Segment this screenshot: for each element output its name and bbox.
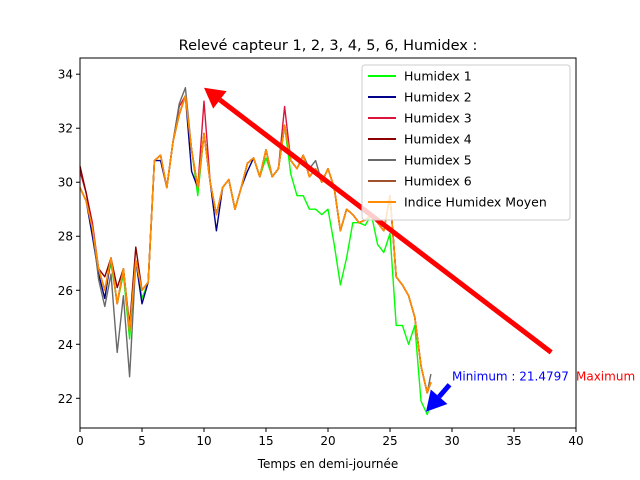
arrows	[204, 87, 553, 412]
arrow-shaft-1	[218, 97, 553, 355]
annotation-label-2: Maximum	[576, 370, 635, 384]
legend-box	[361, 64, 571, 221]
annotation-label-1: Minimum : 21.4797	[452, 370, 569, 384]
legend-label: Humidex 3	[404, 111, 472, 126]
legend-label: Indice Humidex Moyen	[404, 195, 547, 210]
y-tick-label: 28	[58, 230, 73, 244]
y-tick-label: 26	[58, 284, 73, 298]
x-axis-label: Temps en demi-journée	[257, 457, 399, 471]
arrow-shaft-2	[437, 383, 452, 399]
y-axis: 22 24 26 28 30 32 34	[58, 68, 80, 406]
legend-label: Humidex 6	[404, 174, 472, 189]
arrow-head-1	[204, 87, 227, 109]
legend-label: Humidex 1	[404, 69, 472, 84]
legend-label: Humidex 5	[404, 153, 472, 168]
x-tick-label: 15	[258, 434, 273, 448]
x-tick-label: 30	[444, 434, 459, 448]
chart-title: Relevé capteur 1, 2, 3, 4, 5, 6, Humidex…	[179, 38, 478, 54]
legend-label: Humidex 2	[404, 90, 472, 105]
x-tick-label: 20	[320, 434, 335, 448]
x-tick-label: 35	[506, 434, 521, 448]
legend: Humidex 1 Humidex 2 Humidex 3 Humidex 4 Humi…	[361, 64, 571, 221]
y-tick-label: 34	[58, 68, 73, 82]
x-tick-label: 25	[382, 434, 397, 448]
x-tick-label: 10	[196, 434, 211, 448]
y-tick-label: 24	[58, 338, 73, 352]
x-tick-label: 0	[76, 434, 84, 448]
annotations: Minimum : 21.4797 Maximum	[452, 370, 635, 384]
y-tick-label: 30	[58, 176, 73, 190]
x-tick-label: 40	[568, 434, 583, 448]
y-tick-label: 22	[58, 392, 73, 406]
arrow-head-2	[426, 389, 448, 412]
x-axis: 0 5 10 15 20 25 30 35 40	[76, 428, 584, 448]
x-tick-label: 5	[138, 434, 146, 448]
legend-label: Humidex 4	[404, 132, 472, 147]
y-tick-label: 32	[58, 122, 73, 136]
